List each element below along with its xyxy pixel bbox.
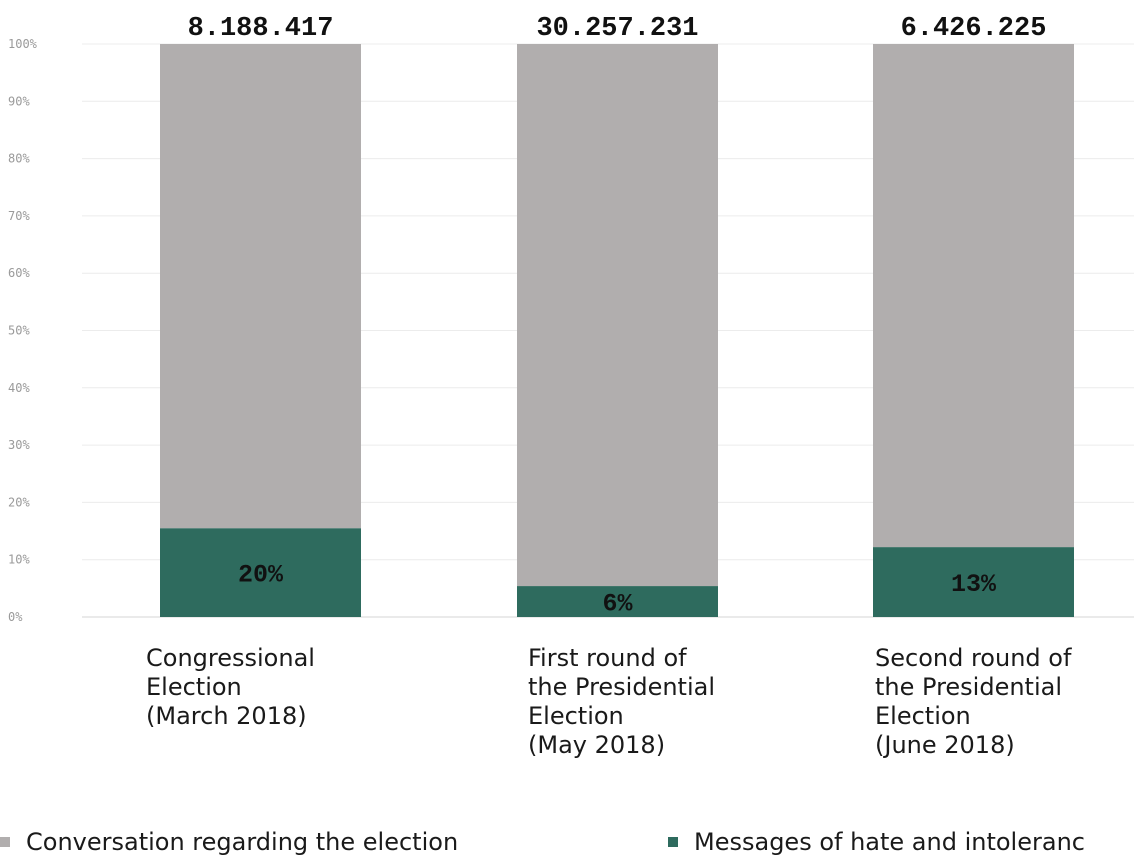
bar-total-label: 30.257.231: [536, 14, 698, 44]
category-label: First round of the Presidential Election…: [528, 644, 716, 759]
y-tick-label: 70%: [8, 209, 30, 223]
bars: [160, 44, 1074, 617]
y-tick-label: 0%: [8, 610, 23, 624]
y-tick-label: 20%: [8, 495, 30, 509]
legend-label-hate: Messages of hate and intoleranc: [694, 828, 1085, 856]
bar-segment-hate: [517, 586, 718, 617]
segment-value-label: 6%: [602, 590, 633, 619]
legend-item-conversation: Conversation regarding the election: [0, 828, 458, 856]
bar-segment-conversation: [160, 44, 361, 529]
stacked-bar-chart: 0% 10% 20% 30% 40% 50% 60% 70% 80% 90% 100% 20% 8.1…: [8, 14, 1134, 624]
y-tick-label: 60%: [8, 266, 30, 280]
legend-label-conversation: Conversation regarding the election: [26, 828, 459, 856]
y-tick-label: 90%: [8, 94, 30, 108]
segment-value-label: 13%: [951, 570, 997, 599]
y-tick-label: 80%: [8, 152, 30, 166]
bar-total-label: 6.426.225: [901, 14, 1047, 44]
bar-segment-hate: [873, 547, 1074, 617]
y-tick-label: 100%: [8, 37, 38, 51]
data-labels: 20% 8.188.417 6% 30.257.231 13% 6.426.225: [188, 14, 1047, 619]
y-tick-label: 50%: [8, 324, 30, 338]
bar-segment-hate: [160, 528, 361, 617]
bar-segment-conversation: [873, 44, 1074, 548]
legend-swatch-conversation: [0, 837, 10, 847]
category-label: Second round of the Presidential Electio…: [875, 644, 1072, 759]
legend-item-hate: Messages of hate and intoleranc: [668, 828, 1085, 856]
y-tick-label: 40%: [8, 381, 30, 395]
bar-total-label: 8.188.417: [188, 14, 334, 44]
category-label: Congressional Election (March 2018): [146, 644, 315, 730]
y-tick-label: 30%: [8, 438, 30, 452]
legend-swatch-hate: [668, 837, 678, 847]
bar-segment-conversation: [517, 44, 718, 587]
y-axis-ticks: 0% 10% 20% 30% 40% 50% 60% 70% 80% 90% 100%: [8, 37, 38, 624]
segment-value-label: 20%: [238, 561, 284, 590]
y-tick-label: 10%: [8, 553, 30, 567]
